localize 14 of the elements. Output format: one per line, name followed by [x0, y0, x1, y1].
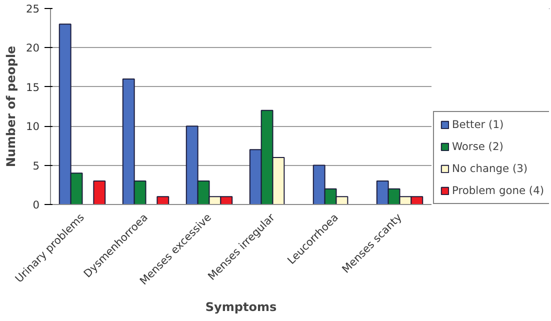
y-tick-label: 15 [26, 80, 40, 94]
bar [156, 196, 170, 204]
y-tick-label: 5 [32, 159, 40, 172]
legend-label: Worse (2) [452, 140, 504, 153]
y-tick-label: 25 [26, 2, 40, 16]
legend-label: No change (3) [452, 162, 528, 175]
x-axis-title: Symptoms [205, 300, 277, 314]
legend-label: Better (1) [452, 118, 504, 131]
legend-label: Problem gone (4) [452, 184, 544, 197]
y-axis-title: Number of people [4, 46, 18, 168]
bar [93, 180, 106, 204]
y-tick-label: 20 [26, 42, 40, 55]
y-tick-label: 0 [32, 198, 40, 212]
y-tick-label: 10 [26, 120, 40, 134]
